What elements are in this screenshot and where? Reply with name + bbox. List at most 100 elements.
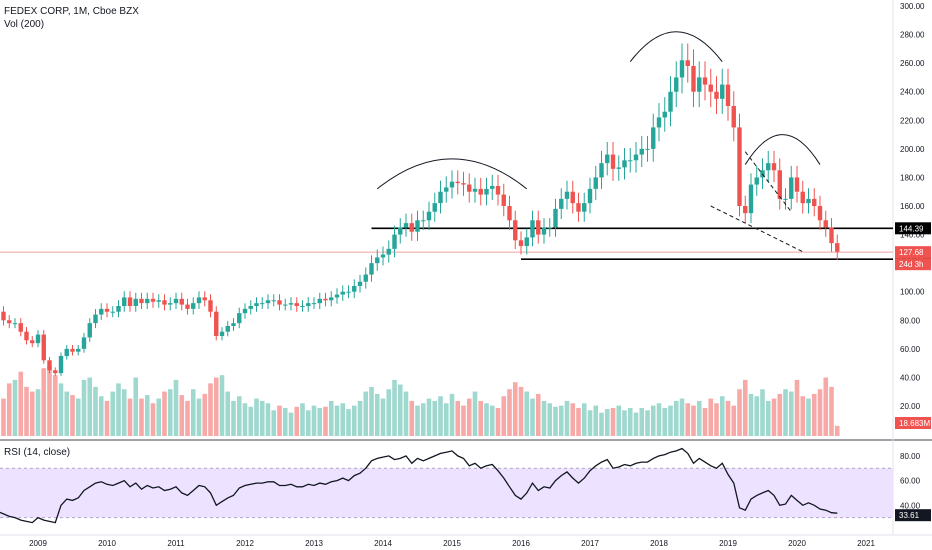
candle-body[interactable] <box>582 203 587 212</box>
candle-body[interactable] <box>329 297 334 301</box>
candle-body[interactable] <box>306 303 311 306</box>
candle-body[interactable] <box>346 291 351 293</box>
candle-body[interactable] <box>311 303 317 305</box>
candle-body[interactable] <box>823 220 828 228</box>
candle-body[interactable] <box>300 306 305 307</box>
candle-body[interactable] <box>173 298 179 304</box>
candle-body[interactable] <box>829 227 834 244</box>
candle-body[interactable] <box>685 60 690 66</box>
candle-body[interactable] <box>835 243 840 252</box>
candle-body[interactable] <box>104 308 110 312</box>
candle-body[interactable] <box>214 311 219 336</box>
candle-body[interactable] <box>248 306 253 309</box>
candle-body[interactable] <box>127 297 133 306</box>
candle-body[interactable] <box>47 360 52 371</box>
candle-body[interactable] <box>156 300 161 302</box>
candle-body[interactable] <box>662 111 667 118</box>
candle-body[interactable] <box>518 240 524 246</box>
candle-body[interactable] <box>76 348 81 352</box>
candle-body[interactable] <box>415 220 420 232</box>
candle-body[interactable] <box>35 334 41 344</box>
candle-body[interactable] <box>334 294 340 298</box>
candle-body[interactable] <box>490 186 495 189</box>
candle-body[interactable] <box>110 311 115 313</box>
candle-body[interactable] <box>392 234 397 249</box>
candle-body[interactable] <box>225 326 230 332</box>
candle-body[interactable] <box>587 188 593 204</box>
candle-body[interactable] <box>697 77 702 92</box>
candle-body[interactable] <box>674 77 679 92</box>
candle-body[interactable] <box>196 297 202 304</box>
candle-body[interactable] <box>432 203 437 212</box>
candle-body[interactable] <box>731 106 736 128</box>
candle-body[interactable] <box>421 220 426 222</box>
candle-body[interactable] <box>668 91 673 112</box>
candle-body[interactable] <box>576 203 581 212</box>
candle-body[interactable] <box>817 206 823 221</box>
rsi-legend[interactable]: RSI (14, close) <box>4 447 71 458</box>
rsi-line[interactable] <box>0 447 838 524</box>
candle-body[interactable] <box>559 198 564 209</box>
candle-body[interactable] <box>777 170 782 199</box>
candle-body[interactable] <box>766 163 771 171</box>
candle-body[interactable] <box>524 237 529 246</box>
candle-body[interactable] <box>628 160 633 162</box>
wedge-trendline[interactable] <box>744 151 792 213</box>
candle-body[interactable] <box>409 223 414 232</box>
candle-body[interactable] <box>754 177 759 185</box>
candle-body[interactable] <box>375 257 380 264</box>
candle-body[interactable] <box>789 177 794 199</box>
candle-body[interactable] <box>564 191 570 199</box>
candle-body[interactable] <box>507 206 512 221</box>
candle-body[interactable] <box>438 191 443 204</box>
candle-body[interactable] <box>185 304 190 309</box>
candle-body[interactable] <box>202 297 207 301</box>
volume-legend[interactable]: Vol (200) <box>4 19 45 30</box>
candle-body[interactable] <box>145 298 150 304</box>
candle-body[interactable] <box>605 154 610 164</box>
candle-body[interactable] <box>444 187 449 192</box>
candle-body[interactable] <box>714 91 719 99</box>
candle-body[interactable] <box>800 191 805 204</box>
candle-body[interactable] <box>288 303 294 305</box>
candle-body[interactable] <box>530 220 535 238</box>
candle-body[interactable] <box>294 303 299 306</box>
candle-body[interactable] <box>168 303 173 305</box>
candle-body[interactable] <box>162 300 167 305</box>
candle-body[interactable] <box>426 211 432 221</box>
candle-body[interactable] <box>122 297 127 306</box>
candle-body[interactable] <box>702 77 708 85</box>
candle-body[interactable] <box>771 163 777 171</box>
candle-body[interactable] <box>691 66 696 92</box>
candle-body[interactable] <box>93 314 98 324</box>
candle-body[interactable] <box>610 154 616 169</box>
candle-body[interactable] <box>403 223 409 228</box>
candle-body[interactable] <box>352 286 357 292</box>
candle-body[interactable] <box>616 167 621 169</box>
candle-body[interactable] <box>81 337 87 349</box>
candle-body[interactable] <box>633 154 639 161</box>
candle-body[interactable] <box>323 298 328 301</box>
candle-body[interactable] <box>133 298 138 306</box>
candle-body[interactable] <box>369 263 374 275</box>
candle-body[interactable] <box>806 198 811 204</box>
candle-body[interactable] <box>812 198 817 206</box>
candle-body[interactable] <box>12 323 18 325</box>
candle-body[interactable] <box>317 298 322 304</box>
candle-body[interactable] <box>260 303 265 305</box>
candle-body[interactable] <box>277 300 282 305</box>
pattern-arc[interactable] <box>744 134 821 165</box>
candle-body[interactable] <box>150 298 156 302</box>
candle-body[interactable] <box>219 331 225 336</box>
candle-body[interactable] <box>547 227 552 229</box>
wedge-trendline[interactable] <box>710 205 803 253</box>
candle-body[interactable] <box>340 291 345 295</box>
candle-body[interactable] <box>536 220 541 235</box>
candle-body[interactable] <box>737 127 742 206</box>
candle-body[interactable] <box>553 208 558 228</box>
candle-body[interactable] <box>41 334 46 361</box>
candle-body[interactable] <box>651 127 656 149</box>
candle-body[interactable] <box>18 323 23 332</box>
candle-body[interactable] <box>495 186 501 195</box>
